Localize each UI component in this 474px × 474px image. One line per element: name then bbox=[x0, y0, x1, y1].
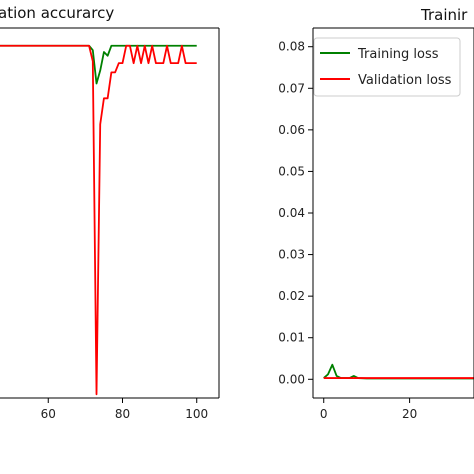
loss-x-tick-label: 20 bbox=[402, 407, 417, 421]
legend-label-validation-loss: Validation loss bbox=[358, 73, 452, 88]
accuracy-x-tick-label: 100 bbox=[185, 407, 208, 421]
legend-box bbox=[313, 37, 461, 97]
legend: Training loss Validation loss bbox=[313, 37, 461, 97]
accuracy-series-group bbox=[0, 44, 197, 396]
accuracy-chart: ation accurarcy 60 80 100 bbox=[0, 4, 220, 421]
accuracy-chart-title: ation accurarcy bbox=[0, 4, 114, 22]
loss-y-tick-label: 0.07 bbox=[278, 81, 305, 95]
loss-y-tick-label: 0.08 bbox=[278, 40, 305, 54]
loss-chart: Trainir 0 200.000.010.020.030.040.050.060… bbox=[278, 6, 474, 421]
loss-y-tick-label: 0.04 bbox=[278, 206, 305, 220]
accuracy-axes: 60 80 100 bbox=[0, 27, 220, 421]
loss-series-group bbox=[323, 363, 474, 380]
accuracy-x-tick-label: 80 bbox=[115, 407, 130, 421]
loss-axes: 0 20 0.00 0.01 0.02 0.03 0.04 0.05 0.06 0.07 0.08 bbox=[278, 27, 474, 421]
loss-y-tick-label: 0.00 bbox=[278, 372, 305, 386]
loss-y-tick-label: 0.01 bbox=[278, 331, 305, 345]
loss-y-tick-label: 0.02 bbox=[278, 289, 305, 303]
loss-y-tick-label: 0.06 bbox=[278, 123, 305, 137]
legend-label-training-loss: Training loss bbox=[357, 47, 439, 62]
loss-y-tick-label: 0.03 bbox=[278, 248, 305, 262]
loss-x-tick-label: 0 bbox=[320, 407, 328, 421]
accuracy-x-tick-label: 60 bbox=[41, 407, 56, 421]
loss-y-tick-label: 0.05 bbox=[278, 164, 305, 178]
accuracy-series-1-line bbox=[0, 44, 197, 396]
loss-chart-title: Trainir bbox=[420, 6, 468, 24]
